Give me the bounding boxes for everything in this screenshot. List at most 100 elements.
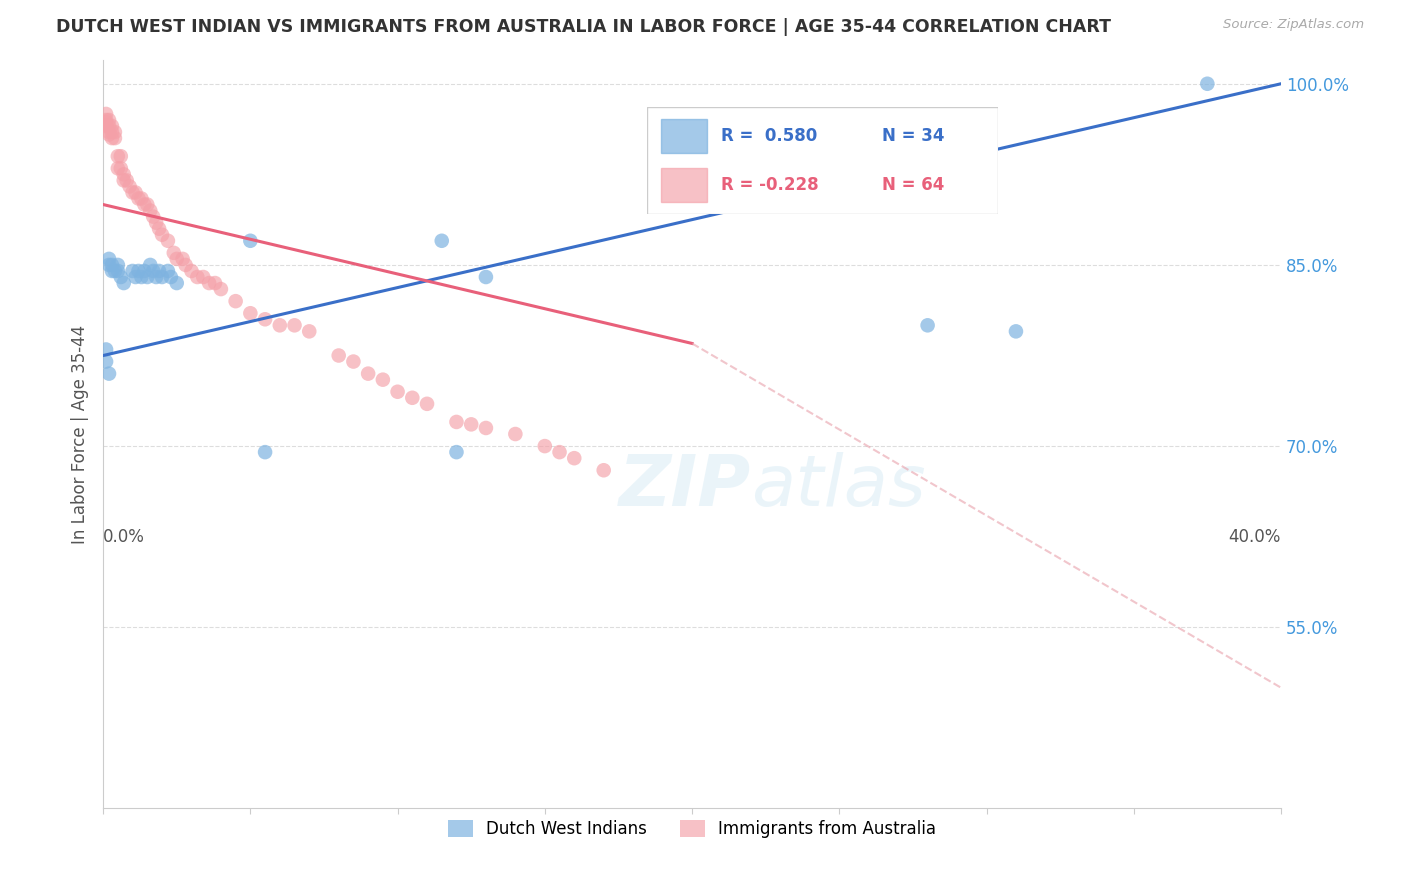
Point — [101, 264, 124, 278]
Point — [533, 439, 555, 453]
Point — [163, 245, 186, 260]
Point — [1197, 77, 1219, 91]
Point — [98, 367, 121, 381]
Point — [118, 179, 141, 194]
Point — [269, 318, 291, 333]
Point — [136, 270, 159, 285]
Text: N = 64: N = 64 — [883, 177, 945, 194]
Point — [225, 294, 247, 309]
Point — [166, 276, 188, 290]
Point — [98, 252, 121, 266]
Point — [98, 125, 121, 139]
Point — [115, 173, 138, 187]
Text: ZIP: ZIP — [619, 452, 751, 521]
Point — [917, 318, 939, 333]
Point — [548, 445, 571, 459]
Bar — [661, 119, 707, 153]
Point — [156, 234, 179, 248]
Point — [254, 312, 277, 326]
Point — [283, 318, 305, 333]
Text: R = -0.228: R = -0.228 — [721, 177, 818, 194]
Point — [475, 270, 498, 285]
Text: Source: ZipAtlas.com: Source: ZipAtlas.com — [1223, 18, 1364, 31]
Point — [150, 227, 173, 242]
Point — [107, 161, 129, 176]
Point — [94, 107, 117, 121]
Point — [134, 197, 156, 211]
Point — [357, 367, 380, 381]
Point — [121, 264, 143, 278]
Point — [193, 270, 215, 285]
Point — [127, 192, 149, 206]
Text: N = 34: N = 34 — [883, 127, 945, 145]
Point — [198, 276, 221, 290]
Text: 40.0%: 40.0% — [1229, 528, 1281, 546]
Point — [142, 264, 165, 278]
Point — [204, 276, 226, 290]
Point — [401, 391, 423, 405]
Point — [150, 270, 173, 285]
Point — [328, 349, 350, 363]
Point — [104, 264, 127, 278]
Point — [124, 186, 146, 200]
Point — [127, 264, 149, 278]
Point — [94, 343, 117, 357]
Point — [101, 125, 124, 139]
Point — [107, 258, 129, 272]
Point — [98, 113, 121, 128]
Point — [148, 264, 170, 278]
Point — [110, 149, 132, 163]
Point — [562, 451, 585, 466]
Point — [430, 234, 453, 248]
Point — [254, 445, 277, 459]
Point — [172, 252, 194, 266]
Point — [110, 161, 132, 176]
Point — [112, 167, 135, 181]
Point — [446, 415, 468, 429]
Point — [124, 270, 146, 285]
Point — [98, 128, 121, 142]
Point — [145, 270, 167, 285]
Point — [134, 264, 156, 278]
Point — [98, 119, 121, 133]
Point — [94, 354, 117, 368]
Point — [1005, 324, 1028, 338]
Point — [239, 306, 262, 320]
Point — [371, 373, 394, 387]
Point — [110, 270, 132, 285]
Point — [101, 131, 124, 145]
Point — [107, 149, 129, 163]
Point — [148, 221, 170, 235]
Point — [101, 119, 124, 133]
Point — [174, 258, 197, 272]
Point — [239, 234, 262, 248]
Point — [156, 264, 179, 278]
Point — [416, 397, 439, 411]
Point — [101, 258, 124, 272]
Text: atlas: atlas — [751, 452, 925, 521]
Point — [342, 354, 364, 368]
Point — [131, 270, 153, 285]
Point — [298, 324, 321, 338]
Point — [592, 463, 614, 477]
Bar — [661, 168, 707, 202]
Point — [94, 113, 117, 128]
Point — [121, 186, 143, 200]
Point — [112, 276, 135, 290]
Text: 0.0%: 0.0% — [103, 528, 145, 546]
Point — [446, 445, 468, 459]
Point — [94, 119, 117, 133]
Point — [180, 264, 202, 278]
Point — [104, 125, 127, 139]
Point — [209, 282, 232, 296]
Point — [387, 384, 409, 399]
Text: R =  0.580: R = 0.580 — [721, 127, 817, 145]
Y-axis label: In Labor Force | Age 35-44: In Labor Force | Age 35-44 — [72, 325, 89, 543]
Point — [112, 173, 135, 187]
Point — [460, 417, 482, 432]
Point — [136, 197, 159, 211]
Point — [107, 264, 129, 278]
Point — [131, 192, 153, 206]
Text: DUTCH WEST INDIAN VS IMMIGRANTS FROM AUSTRALIA IN LABOR FORCE | AGE 35-44 CORREL: DUTCH WEST INDIAN VS IMMIGRANTS FROM AUS… — [56, 18, 1111, 36]
Point — [186, 270, 208, 285]
